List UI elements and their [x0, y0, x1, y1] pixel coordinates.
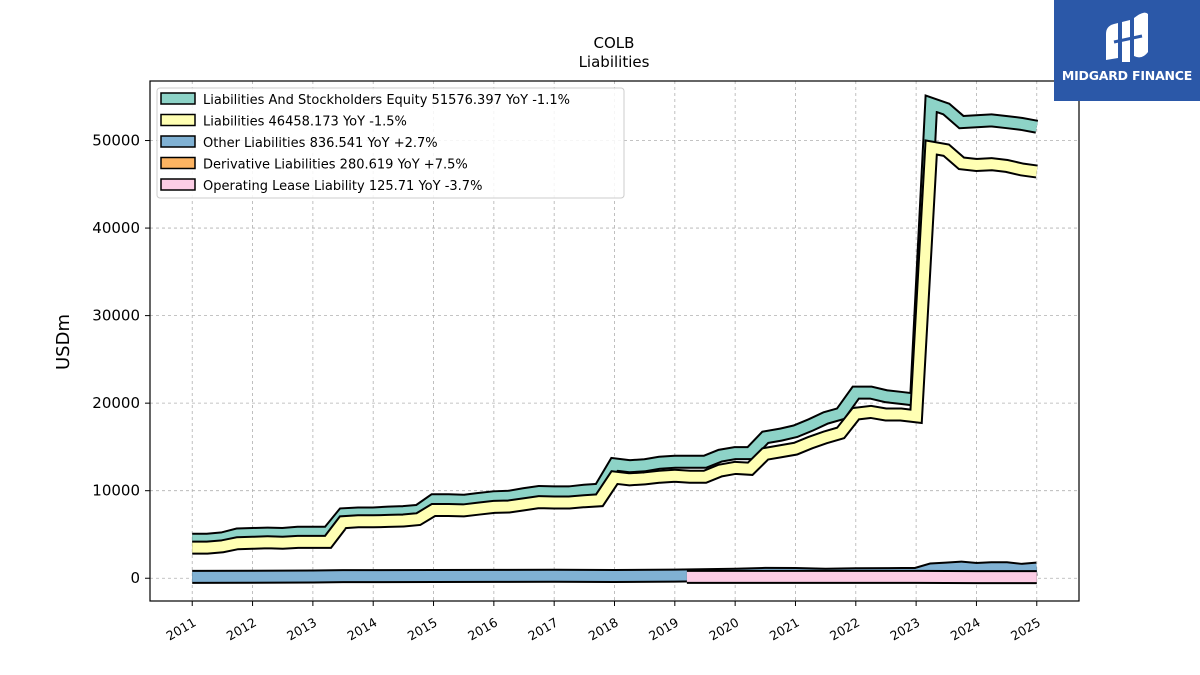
- x-tick-label-2021: 2021: [767, 615, 802, 644]
- y-axis-label: USDm: [53, 314, 74, 370]
- x-tick-label-2025: 2025: [1008, 615, 1043, 644]
- legend-label-3: Derivative Liabilities 280.619 YoY +7.5%: [203, 158, 468, 173]
- x-tick-label-2022: 2022: [827, 615, 862, 644]
- legend-label-1: Liabilities 46458.173 YoY -1.5%: [203, 115, 407, 130]
- x-tick-label-2024: 2024: [948, 615, 983, 644]
- x-tick-label-2016: 2016: [465, 615, 500, 644]
- series-line-1: [192, 141, 1038, 553]
- x-tick-label-2018: 2018: [586, 615, 621, 644]
- x-tick-label-2013: 2013: [284, 615, 319, 644]
- x-tick-label-2017: 2017: [525, 615, 560, 644]
- x-tick-label-2012: 2012: [224, 615, 259, 644]
- logo-mark-icon: [1106, 12, 1148, 62]
- legend-swatch-3: [160, 156, 196, 170]
- x-tick-label-2011: 2011: [163, 615, 198, 644]
- x-tick-label-2014: 2014: [344, 615, 379, 644]
- logo-text: MIDGARD FINANCE: [1061, 68, 1193, 83]
- legend-swatch-4: [160, 178, 196, 191]
- legend-swatch-0: [160, 92, 196, 105]
- legend-box: [156, 87, 625, 199]
- y-tick-label-30000: 30000: [92, 307, 140, 325]
- chart-subtitle: Liabilities: [579, 53, 650, 71]
- legend-swatch-1: [160, 113, 196, 127]
- y-tick-label-40000: 40000: [92, 219, 140, 237]
- y-tick-label-10000: 10000: [92, 482, 140, 500]
- x-tick-label-2015: 2015: [405, 615, 440, 644]
- y-tick-label-50000: 50000: [92, 132, 140, 150]
- x-tick-label-2020: 2020: [706, 615, 741, 644]
- legend-label-4: Operating Lease Liability 125.71 YoY -3.…: [203, 179, 482, 194]
- legend-swatch-2: [160, 135, 196, 148]
- y-tick-label-20000: 20000: [92, 394, 140, 412]
- series-areas: [192, 94, 1039, 585]
- x-tick-label-2019: 2019: [646, 615, 681, 644]
- midgard-finance-logo: MIDGARD FINANCE: [1054, 0, 1200, 101]
- y-tick-label-0: 0: [130, 569, 140, 587]
- legend-label-2: Other Liabilities 836.541 YoY +2.7%: [203, 136, 438, 151]
- x-tick-label-2023: 2023: [887, 615, 922, 644]
- legend-label-0: Liabilities And Stockholders Equity 5157…: [203, 93, 570, 108]
- chart-title: COLB: [594, 34, 635, 52]
- legend: Liabilities And Stockholders Equity 5157…: [156, 87, 625, 199]
- y-axis-ticks: 0 10000 20000 30000 40000 50000: [92, 132, 150, 587]
- x-axis-ticks: 2011 2012 2013 2014 2015 2016 2017 2018 2019 2020…: [163, 601, 1043, 643]
